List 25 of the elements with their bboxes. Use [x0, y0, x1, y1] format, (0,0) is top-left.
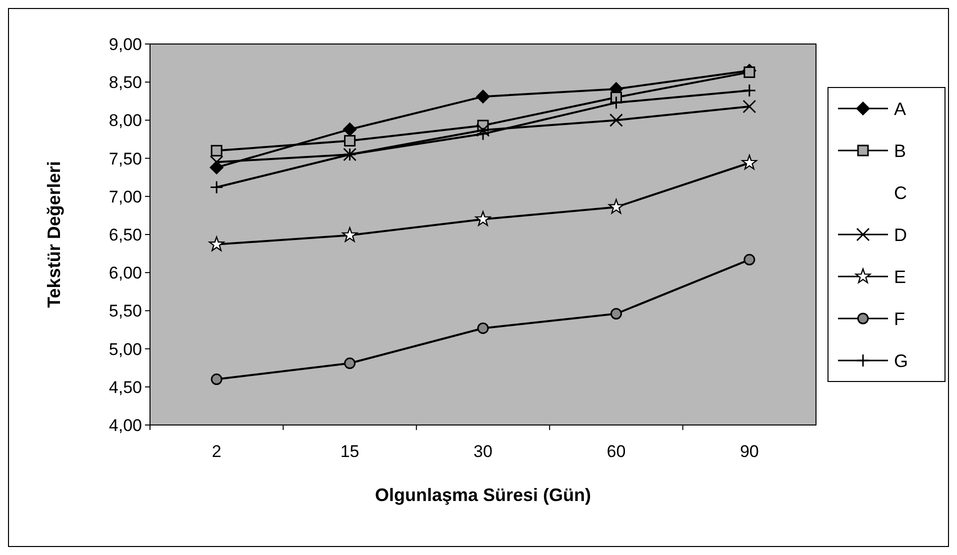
y-tick-label: 4,50	[108, 378, 142, 397]
x-tick-label: 60	[606, 442, 626, 461]
y-tick-label: 5,50	[108, 302, 142, 321]
y-tick-label: 7,00	[108, 187, 142, 206]
y-tick-label: 6,50	[108, 225, 142, 244]
y-tick-label: 5,00	[108, 340, 142, 359]
text: C	[894, 182, 907, 203]
legend-label: A	[894, 98, 906, 119]
legend-label: B	[894, 140, 906, 161]
y-tick-label: 9,00	[108, 34, 142, 54]
legend-label: D	[894, 224, 907, 245]
legend-label: E	[894, 266, 906, 287]
y-axis-title: Tekstür Değerleri	[44, 161, 64, 308]
legend-label: F	[894, 308, 905, 329]
y-tick-label: 6,00	[108, 264, 142, 283]
legend-label: G	[894, 350, 908, 371]
x-tick-label: 15	[340, 442, 360, 461]
y-tick-label: 8,00	[108, 111, 142, 130]
x-tick-label: 90	[740, 442, 759, 461]
y-tick-label: 7,50	[108, 149, 142, 168]
x-tick-label: 30	[474, 442, 492, 461]
x-axis-title: Olgunlaşma Süresi (Gün)	[374, 485, 592, 505]
y-tick-label: 8,50	[108, 73, 142, 92]
x-tick-label: 2	[212, 442, 222, 461]
y-tick-label: 4,00	[108, 416, 142, 435]
